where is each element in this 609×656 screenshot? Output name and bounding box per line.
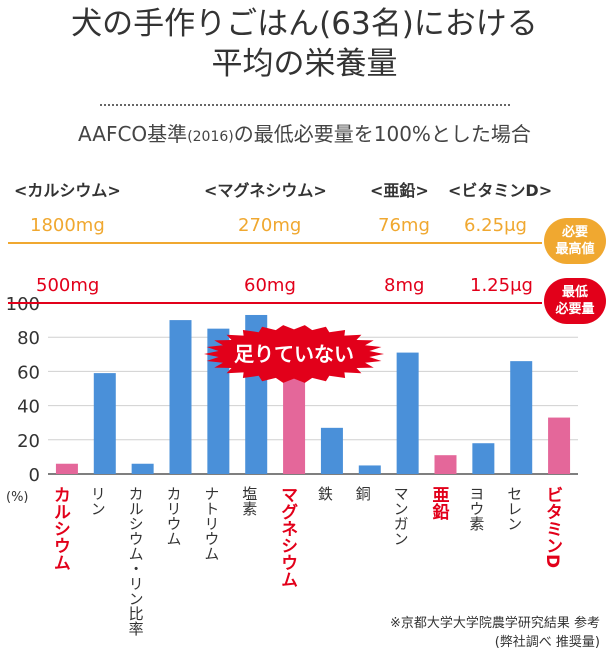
bar xyxy=(434,455,457,474)
max-line xyxy=(8,242,542,244)
title-line-2: 平均の栄養量 xyxy=(211,46,398,82)
max-value-magnesium: 270mg xyxy=(238,215,302,236)
footnote-note: (弊社調べ 推奨量) xyxy=(494,635,600,650)
footnote: ※京都大学大学院農学研究結果 参考 (弊社調べ 推奨量) xyxy=(240,614,600,652)
max-badge: 必要 最高値 xyxy=(544,218,606,264)
y-tick-label: 20 xyxy=(17,431,40,452)
min-badge-line-1: 最低 xyxy=(561,285,588,300)
dotted-divider xyxy=(100,104,510,106)
footnote-source: ※京都大学大学院農学研究結果 参考 xyxy=(389,616,600,631)
shortfall-callout-text: 足りていない xyxy=(234,342,354,366)
y-tick-label: 60 xyxy=(17,362,40,383)
category-label: カルシウム xyxy=(50,486,71,571)
max-badge-line-1: 必要 xyxy=(561,225,588,240)
max-value-calcium: 1800mg xyxy=(30,215,105,236)
category-label: ビタミンD xyxy=(542,486,562,568)
y-unit-label: (%) xyxy=(6,490,29,505)
min-badge-line-2: 必要量 xyxy=(555,302,595,317)
category-label: 亜鉛 xyxy=(429,486,450,521)
category-label: ナトリウム xyxy=(202,486,220,561)
category-label: カルシウム・リン比率 xyxy=(127,486,145,636)
subtitle-year: (2016) xyxy=(187,129,234,145)
bar xyxy=(396,352,419,474)
category-label: リン xyxy=(89,486,107,516)
nutrient-label-magnesium: <マグネシウム> xyxy=(204,181,327,200)
category-label: 塩素 xyxy=(240,486,258,516)
subtitle-rest: の最低必要量を100%とした場合 xyxy=(233,122,531,146)
nutrient-label-calcium: <カルシウム> xyxy=(14,181,121,200)
bar xyxy=(548,417,571,474)
category-label: マンガン xyxy=(392,486,410,546)
y-tick-label: 40 xyxy=(17,397,40,418)
page-title: 犬の手作りごはん(63名)における 平均の栄養量 xyxy=(0,4,609,84)
category-label: カリウム xyxy=(165,486,183,546)
shortfall-callout-burst xyxy=(204,325,384,383)
y-tick-label: 0 xyxy=(29,465,40,486)
bar xyxy=(320,427,343,474)
max-value-vitamin-d: 6.25μg xyxy=(464,215,527,236)
max-badge-line-2: 最高値 xyxy=(555,242,595,257)
bar xyxy=(131,463,154,474)
bar xyxy=(472,443,495,474)
title-line-1: 犬の手作りごはん(63名)における xyxy=(71,6,538,42)
y-tick-label: 80 xyxy=(17,328,40,349)
min-value-vitamin-d: 1.25μg xyxy=(470,275,533,296)
bar xyxy=(55,463,78,474)
min-badge: 最低 必要量 xyxy=(544,278,606,324)
category-label: 銅 xyxy=(354,486,372,501)
subtitle-standard: AAFCO基準 xyxy=(78,122,188,146)
category-label: 鉄 xyxy=(316,486,334,501)
bar xyxy=(169,320,192,474)
bar xyxy=(93,373,116,474)
bar xyxy=(358,465,381,474)
category-label: マグネシウム xyxy=(277,486,298,588)
subtitle: AAFCO基準(2016)の最低必要量を100%とした場合 xyxy=(0,118,609,147)
category-label: セレン xyxy=(505,486,523,531)
min-value-magnesium: 60mg xyxy=(244,275,296,296)
category-label: ヨウ素 xyxy=(467,486,485,531)
nutrient-label-zinc: <亜鉛> xyxy=(370,181,429,200)
min-value-calcium: 500mg xyxy=(36,275,100,296)
bar xyxy=(510,361,533,474)
min-value-zinc: 8mg xyxy=(384,275,425,296)
nutrient-label-vitamin-d: <ビタミンD> xyxy=(448,181,553,200)
y-tick-label: 100 xyxy=(6,294,40,315)
max-value-zinc: 76mg xyxy=(378,215,430,236)
